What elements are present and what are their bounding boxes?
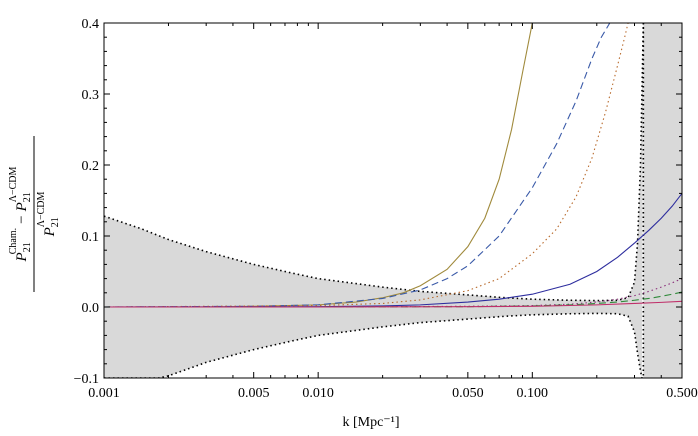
y-num-a-sup: Cham. xyxy=(8,228,19,254)
x-axis-title: k [Mpc⁻¹] xyxy=(342,415,399,430)
axis-ticks: 0.001 0.005 0.010 0.050 0.100 0.500 −0.1 0.0 0.1… xyxy=(74,17,698,401)
y-num-minus: − xyxy=(14,215,30,223)
uncertainty-band xyxy=(104,23,682,378)
x-tick-label: 0.001 xyxy=(88,386,120,401)
y-tick-label: 0.4 xyxy=(82,17,100,32)
y-tick-label: 0.0 xyxy=(82,301,100,316)
y-tick-label: 0.2 xyxy=(82,159,100,174)
y-den-sup: Λ−CDM xyxy=(36,191,47,227)
y-num-a: P xyxy=(14,252,30,262)
y-tick-label: −0.1 xyxy=(74,372,99,387)
y-tick-label: 0.3 xyxy=(82,88,100,103)
series-line-4 xyxy=(104,193,682,308)
y-axis-denominator: P21Λ−CDM xyxy=(36,191,61,237)
y-num-b-sup: Λ−CDM xyxy=(8,166,19,202)
x-tick-label: 0.100 xyxy=(517,386,549,401)
y-tick-label: 0.1 xyxy=(82,230,100,245)
series-line-2 xyxy=(104,23,611,308)
y-den-sub: 21 xyxy=(50,217,61,227)
y-num-a-sub: 21 xyxy=(22,242,33,252)
band-lower-edge xyxy=(104,312,643,378)
x-tick-label: 0.500 xyxy=(666,386,698,401)
plot-frame xyxy=(103,22,683,379)
series-line-3 xyxy=(104,23,629,308)
band-upper-edge xyxy=(104,23,645,302)
y-num-b: P xyxy=(14,202,30,212)
y-num-b-sub: 21 xyxy=(22,192,33,202)
series-line-7 xyxy=(104,300,682,308)
y-axis-title: P21Cham.−P21Λ−CDM P21Λ−CDM xyxy=(8,136,61,292)
y-den: P xyxy=(42,227,58,237)
series-group xyxy=(104,23,682,308)
band-fill-right xyxy=(643,23,682,378)
x-tick-label: 0.005 xyxy=(238,386,270,401)
x-tick-label: 0.050 xyxy=(452,386,484,401)
y-axis-numerator: P21Cham.−P21Λ−CDM xyxy=(8,166,33,262)
band-fill-left xyxy=(104,23,644,378)
x-tick-label: 0.010 xyxy=(302,386,334,401)
